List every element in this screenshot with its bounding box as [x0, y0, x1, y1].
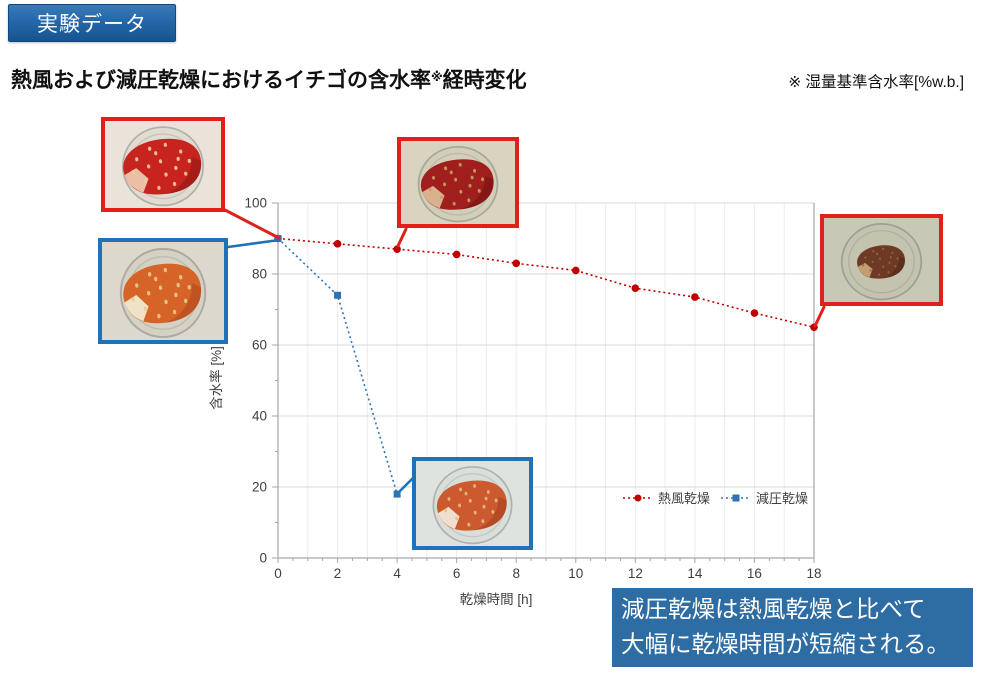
title-footnote-mark: ※ [431, 70, 443, 84]
caption-line-1: 減圧乾燥は熱風乾燥と比べて [621, 596, 926, 622]
photo-vacuum-4h [412, 457, 533, 550]
legend-label-hot-air: 熱風乾燥 [658, 491, 711, 506]
x-axis-title: 乾燥時間 [h] [459, 592, 533, 607]
title-main: 熱風および減圧乾燥におけるイチゴの含水率 [11, 69, 431, 92]
svg-text:16: 16 [747, 566, 762, 581]
slide-title: 熱風および減圧乾燥におけるイチゴの含水率※経時変化 [11, 64, 731, 94]
svg-text:40: 40 [252, 409, 267, 424]
svg-text:0: 0 [274, 566, 282, 581]
wet-basis-note: ※ 湿量基準含水率[%w.b.] [788, 74, 964, 91]
hot-air-line-sample-icon [623, 494, 653, 501]
experiment-data-badge: 実験データ [8, 4, 176, 42]
vacuum-line-sample-icon [721, 494, 752, 501]
photo-hot-air-18h [820, 214, 943, 306]
photo-vacuum-dried-start [98, 238, 228, 344]
badge-label: 実験データ [37, 13, 147, 36]
svg-text:0: 0 [259, 551, 267, 566]
svg-text:12: 12 [628, 566, 643, 581]
chart-legend: 熱風乾燥 減圧乾燥 [622, 488, 808, 507]
svg-text:60: 60 [252, 338, 267, 353]
svg-text:18: 18 [806, 566, 821, 581]
conclusion-caption-box: 減圧乾燥は熱風乾燥と比べて 大幅に乾燥時間が短縮される。 [612, 588, 973, 667]
svg-text:10: 10 [568, 566, 583, 581]
photo-fresh-strawberry [101, 117, 225, 212]
caption-line-2: 大幅に乾燥時間が短縮される。 [621, 631, 950, 657]
photo-hot-air-4h [397, 137, 519, 228]
svg-text:4: 4 [393, 566, 401, 581]
svg-text:100: 100 [244, 196, 267, 211]
svg-text:2: 2 [334, 566, 342, 581]
legend-item-vacuum: 減圧乾燥 [720, 488, 808, 507]
svg-text:14: 14 [687, 566, 703, 581]
svg-text:80: 80 [252, 267, 267, 282]
legend-item-hot-air: 熱風乾燥 [622, 488, 710, 507]
title-tail: 経時変化 [442, 69, 527, 92]
svg-text:20: 20 [252, 480, 267, 495]
svg-text:6: 6 [453, 566, 461, 581]
svg-text:8: 8 [512, 566, 520, 581]
legend-label-vacuum: 減圧乾燥 [756, 491, 809, 506]
